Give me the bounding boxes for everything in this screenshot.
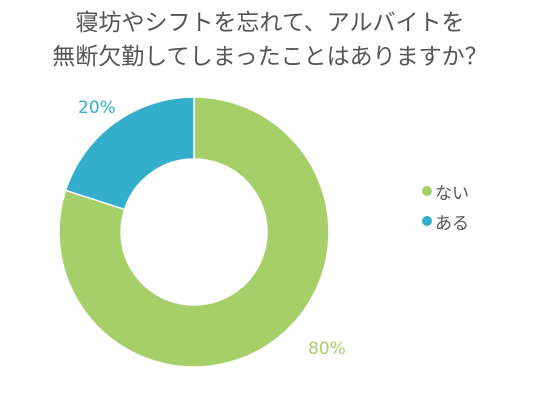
donut-slice-nai xyxy=(58,96,330,368)
donut-slices xyxy=(58,96,330,368)
chart-title-line-1: 寝坊やシフトを忘れて、アルバイトを xyxy=(75,10,465,36)
value-label-aru: 20% xyxy=(78,98,116,118)
chart-title-line-2: 無断欠勤してしまったことはありますか？ xyxy=(52,44,488,70)
chart-legend: ない ある xyxy=(422,176,469,236)
legend-swatch-aru xyxy=(422,216,432,226)
legend-swatch-nai xyxy=(422,186,432,196)
value-label-nai: 80% xyxy=(308,339,346,359)
legend-item-nai: ない xyxy=(422,176,469,206)
legend-label-nai: ない xyxy=(435,183,469,204)
legend-item-aru: ある xyxy=(422,206,469,236)
donut-slice-aru xyxy=(64,96,195,211)
chart-title: 寝坊やシフトを忘れて、アルバイトを 無断欠勤してしまったことはありますか？ xyxy=(0,6,540,74)
legend-label-aru: ある xyxy=(435,213,469,234)
